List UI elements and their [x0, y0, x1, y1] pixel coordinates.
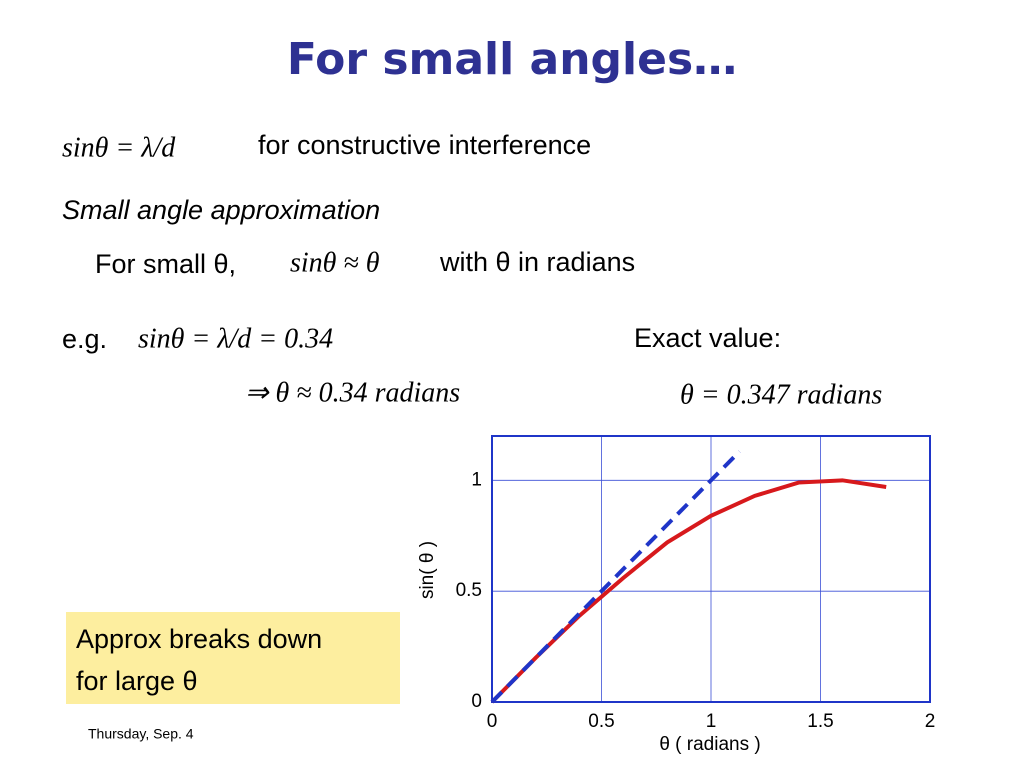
y-tick-label: 0.5	[456, 580, 482, 601]
callout-text: for large θ	[76, 666, 198, 696]
formula: θ = 0.347 radians	[680, 379, 882, 410]
y-tick-label: 1	[471, 469, 482, 490]
footer: Thursday, Sep. 4	[88, 726, 194, 742]
text: For small θ,	[95, 249, 236, 279]
y-axis-label: sin( θ )	[417, 541, 438, 599]
text: e.g.	[62, 324, 107, 354]
x-tick-label: 0	[487, 711, 498, 732]
formula: sinθ = λ/d	[62, 132, 176, 163]
subtitle: Small angle approximation	[62, 195, 380, 225]
formula: sinθ ≈ θ	[290, 247, 380, 278]
x-axis-label: θ ( radians )	[659, 734, 760, 755]
plot-frame	[491, 435, 931, 703]
formula: sinθ = λ/d = 0.34	[138, 323, 333, 354]
x-tick-label: 2	[925, 711, 936, 732]
callout-text: Approx breaks down	[76, 624, 322, 654]
text: for constructive interference	[258, 130, 591, 160]
x-tick-label: 1	[706, 711, 717, 732]
slide-title: For small angles…	[287, 34, 737, 85]
callout-box	[66, 612, 400, 704]
data-line	[490, 450, 741, 704]
formula: ⇒ θ ≈ 0.34 radians	[245, 377, 460, 408]
y-tick-label: 0	[471, 691, 482, 712]
text: Exact value:	[634, 323, 781, 353]
x-tick-label: 0.5	[588, 711, 614, 732]
text: with θ in radians	[439, 247, 635, 277]
x-tick-label: 1.5	[807, 711, 833, 732]
